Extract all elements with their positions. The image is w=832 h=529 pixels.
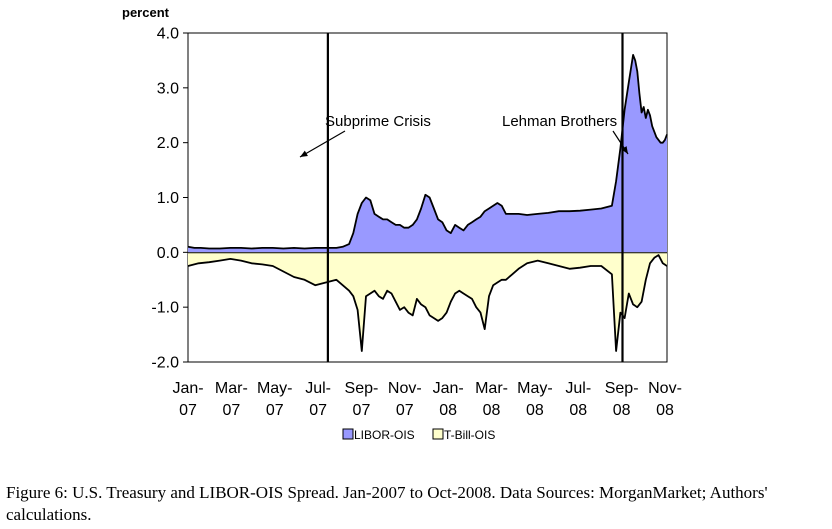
legend-swatch-tbill-ois [432,428,444,440]
x-tick-label: Jan- [172,380,203,397]
x-tick-label: May- [257,380,293,397]
x-tick-label: 07 [396,402,414,419]
legend-label-libor-ois: LIBOR-OIS [354,428,415,442]
y-axis-unit-label: percent [122,5,170,20]
annotation-label-lehman-brothers: Lehman Brothers [502,113,617,130]
y-tick-label: 2.0 [157,135,179,152]
x-tick-label: 07 [353,402,371,419]
x-tick-label: Sep- [605,380,639,397]
annotation-arrowhead-subprime-crisis [300,150,308,157]
annotation-label-subprime-crisis: Subprime Crisis [325,113,431,130]
x-tick-label: 08 [569,402,587,419]
y-tick-label: 3.0 [157,80,179,97]
y-axis: 4.0 3.0 2.0 1.0 0.0 -1.0 -2.0 [151,26,188,372]
x-tick-label: Mar- [475,380,508,397]
x-tick-label: 08 [656,402,674,419]
x-tick-label: Mar- [215,380,248,397]
chart: Subprime Crisis Lehman Brothers 4.0 3.0 2.0… [122,5,682,442]
area-series-group [187,54,668,352]
x-tick-label: May- [517,380,553,397]
y-tick-label: 0.0 [157,245,179,262]
x-tick-label: Nov- [388,380,422,397]
annotation-arrow-subprime-crisis [299,130,346,158]
x-tick-label: 07 [266,402,284,419]
y-tick-label: -1.0 [151,300,179,317]
legend-label-tbill-ois: T-Bill-OIS [444,428,495,442]
x-tick-label: Sep- [345,380,379,397]
area-fill-libor-ois [188,54,667,253]
figure-caption: Figure 6: U.S. Treasury and LIBOR-OIS Sp… [6,483,768,524]
y-tick-label: 4.0 [157,26,179,43]
legend: LIBOR-OIS T-Bill-OIS [342,428,495,442]
x-tick-label: 07 [179,402,197,419]
x-tick-label: Jan- [433,380,464,397]
annotation-arrowhead-lehman-brothers [621,146,628,154]
x-tick-label: 08 [483,402,501,419]
legend-swatch-libor-ois [342,428,354,440]
event-markers: Subprime Crisis Lehman Brothers [299,33,629,362]
x-tick-label: 07 [222,402,240,419]
y-tick-label: 1.0 [157,190,179,207]
x-tick-label: Nov- [648,380,682,397]
x-tick-label: 08 [526,402,544,419]
area-fill-t-bill-ois [188,252,667,351]
x-tick-label: Jul- [305,380,331,397]
y-tick-label: -2.0 [151,355,179,372]
x-tick-label: 07 [309,402,327,419]
x-tick-label: 08 [439,402,457,419]
x-tick-label: Jul- [565,380,591,397]
x-axis: Jan- 07 Mar- 07 May- 07 Jul- 07 Sep- 07 Nov- 07 Jan-… [172,380,681,419]
series-line-t-bill-ois [187,254,668,352]
series-line-libor-ois [187,54,668,250]
x-tick-label: 08 [613,402,631,419]
